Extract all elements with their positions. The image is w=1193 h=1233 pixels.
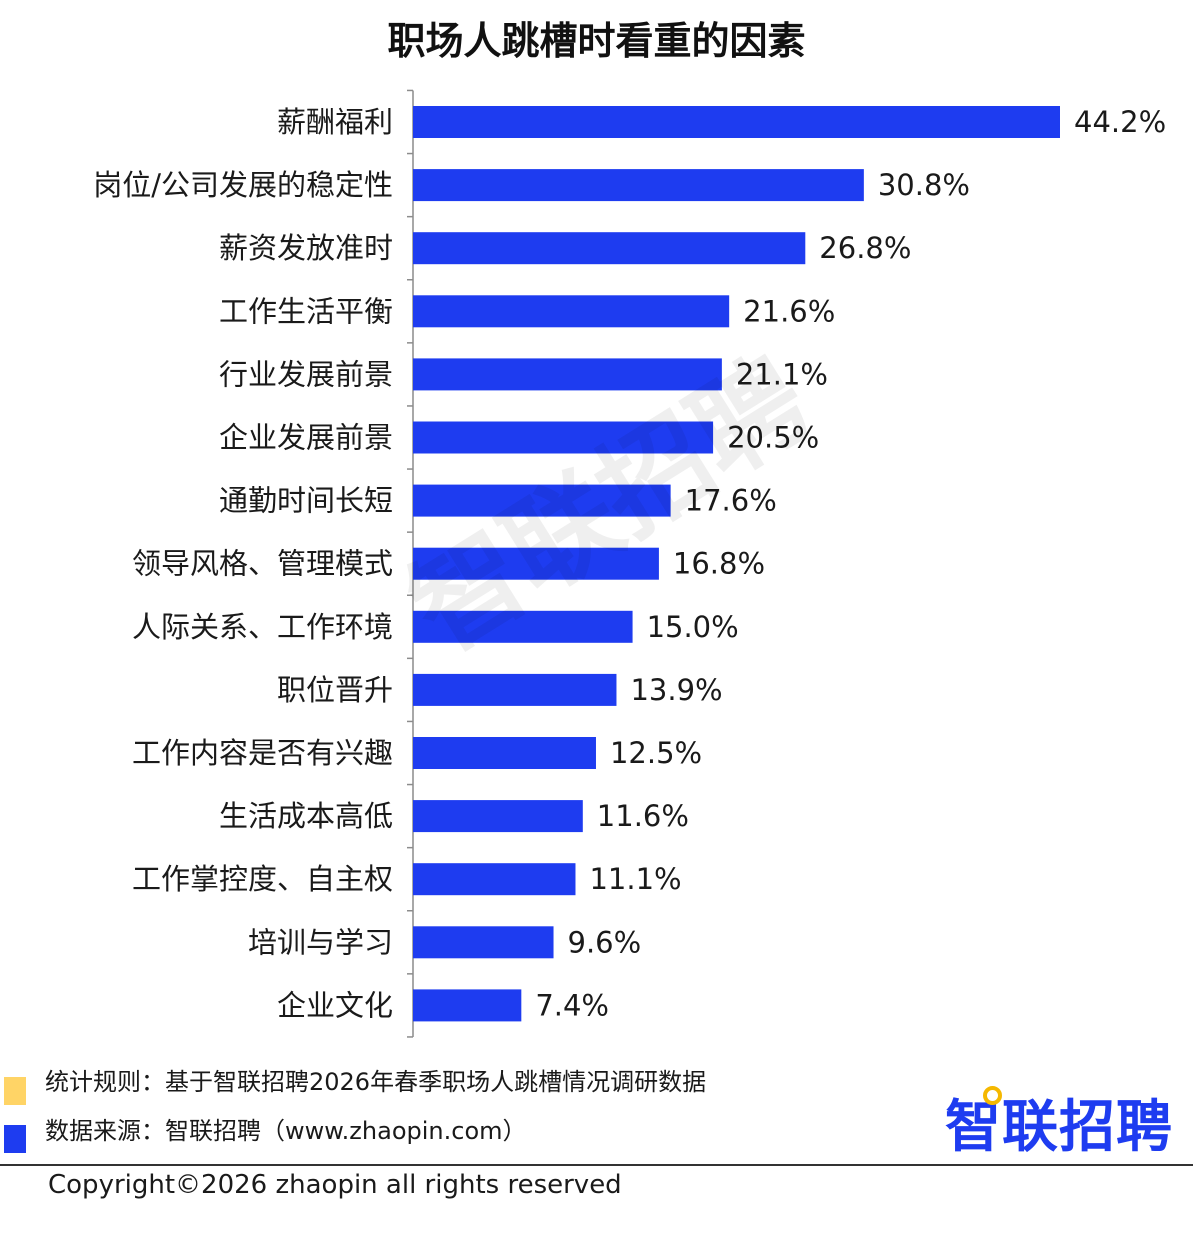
value-label: 9.6% [568, 925, 642, 959]
bar [413, 421, 714, 454]
category-label: 工作生活平衡 [219, 294, 393, 328]
data-source-text: 数据来源：智联招聘（www.zhaopin.com） [45, 1117, 527, 1145]
footer-divider [0, 1164, 1193, 1166]
zhaopin-logo: 智联招聘 [945, 1095, 1173, 1160]
bar [413, 673, 617, 706]
category-label: 通勤时间长短 [219, 484, 393, 518]
bar [413, 926, 554, 959]
category-label: 薪酬福利 [277, 105, 393, 139]
bar [413, 106, 1060, 138]
legend-square-yellow [4, 1077, 26, 1105]
copyright: Copyright©2026 zhaopin all rights reserv… [48, 1170, 622, 1200]
category-label: 企业文化 [277, 988, 393, 1022]
bar [413, 800, 583, 833]
value-label: 11.1% [589, 862, 681, 896]
category-label: 企业发展前景 [219, 421, 393, 455]
value-label: 30.8% [878, 168, 970, 202]
value-label: 12.5% [610, 736, 702, 770]
bar [413, 169, 864, 202]
category-label: 领导风格、管理模式 [132, 547, 393, 581]
bar [413, 610, 633, 643]
bar [413, 358, 722, 391]
bar [413, 484, 671, 517]
value-label: 20.5% [727, 421, 819, 455]
bars [413, 106, 1060, 1022]
bar [413, 232, 806, 265]
category-label: 工作掌控度、自主权 [132, 862, 393, 896]
category-label: 生活成本高低 [219, 799, 393, 833]
value-label: 21.6% [743, 294, 835, 328]
value-label: 13.9% [630, 673, 722, 707]
value-label: 15.0% [647, 610, 739, 644]
value-label: 16.8% [673, 547, 765, 581]
category-label: 人际关系、工作环境 [132, 610, 393, 644]
bar-chart: 薪酬福利岗位/公司发展的稳定性薪资发放准时工作生活平衡行业发展前景企业发展前景通… [93, 89, 1166, 1038]
bar [413, 989, 522, 1022]
value-label: 44.2% [1074, 105, 1166, 139]
stat-rule-text: 统计规则：基于智联招聘2026年春季职场人跳槽情况调研数据 [45, 1068, 707, 1096]
value-label: 21.1% [736, 357, 828, 391]
category-label: 工作内容是否有兴趣 [132, 736, 393, 770]
category-label: 行业发展前景 [219, 357, 393, 391]
bar [413, 295, 730, 328]
value-label: 17.6% [685, 484, 777, 518]
category-label: 岗位/公司发展的稳定性 [93, 168, 393, 202]
bar [413, 547, 659, 580]
value-label: 26.8% [819, 231, 911, 265]
legend-square-blue [4, 1125, 26, 1153]
value-label: 11.6% [597, 799, 689, 833]
category-label: 职位晋升 [277, 673, 393, 707]
category-label: 培训与学习 [248, 925, 393, 959]
category-label: 薪资发放准时 [219, 231, 393, 265]
bar [413, 737, 596, 769]
bar [413, 863, 576, 896]
category-labels: 薪酬福利岗位/公司发展的稳定性薪资发放准时工作生活平衡行业发展前景企业发展前景通… [93, 105, 393, 1022]
value-labels: 44.2% 30.8% 26.8% 21.6% 21.1% 20.5% 17.6% 16.8%… [535, 105, 1166, 1022]
logo-dot-icon [983, 1086, 1002, 1105]
chart-title: 职场人跳槽时看重的因素 [387, 19, 806, 63]
value-label: 7.4% [535, 988, 609, 1022]
